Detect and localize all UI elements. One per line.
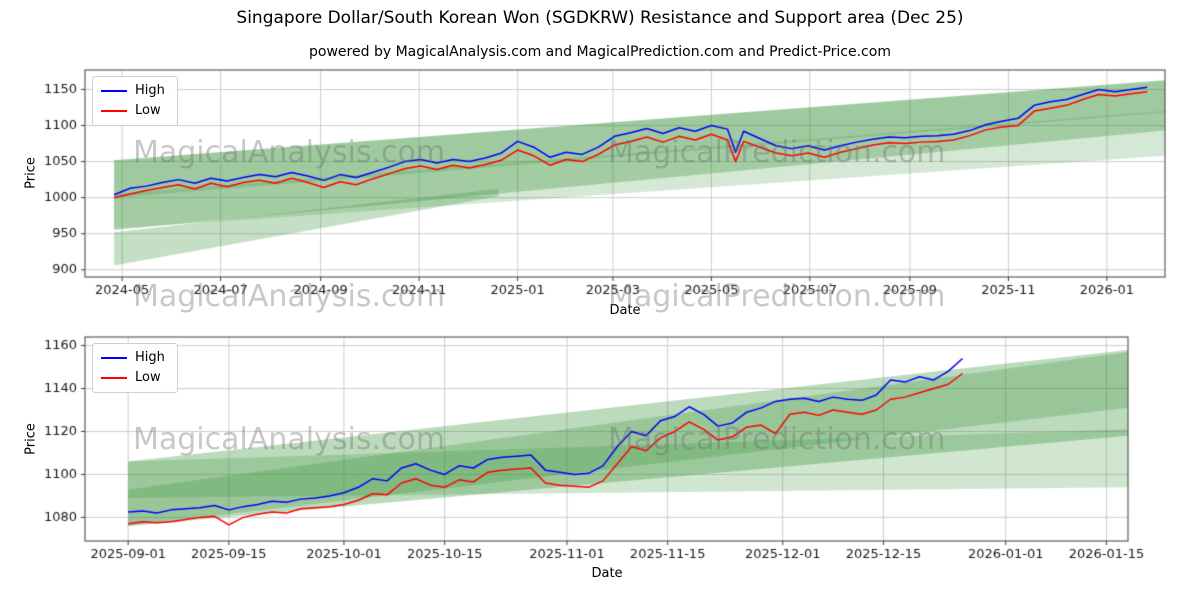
high-line-swatch [101, 357, 127, 359]
legend-high-label: High [135, 83, 165, 98]
bottom-y-axis-label: Price [23, 423, 39, 455]
legend-low-label: Low [135, 370, 161, 385]
low-line-swatch [101, 377, 127, 379]
top-x-axis-label: Date [609, 303, 641, 318]
legend-item-high: High [101, 83, 165, 99]
top-y-axis-label: Price [23, 157, 39, 189]
low-line-swatch [101, 110, 127, 112]
legend-high-label: High [135, 350, 165, 365]
bottom-x-axis-label: Date [591, 566, 623, 581]
figure-subtitle: powered by MagicalAnalysis.com and Magic… [309, 44, 891, 60]
legend-item-high: High [101, 350, 165, 366]
top-legend: High Low [92, 76, 178, 126]
legend-low-label: Low [135, 103, 161, 118]
high-line-swatch [101, 90, 127, 92]
figure-title: Singapore Dollar/South Korean Won (SGDKR… [236, 8, 964, 28]
bottom-legend: High Low [92, 343, 178, 393]
legend-item-low: Low [101, 103, 165, 119]
legend-item-low: Low [101, 370, 165, 386]
